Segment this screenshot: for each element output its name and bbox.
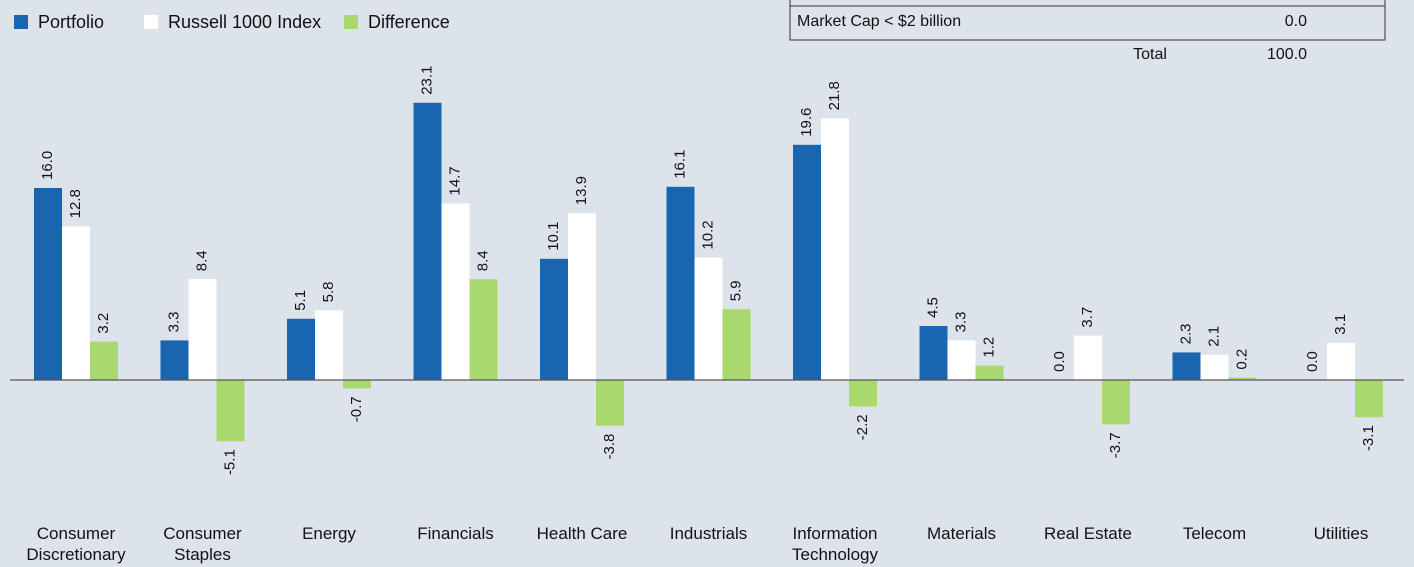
bar xyxy=(793,144,821,380)
value-label: 5.8 xyxy=(320,282,337,303)
value-label: 4.5 xyxy=(924,297,941,318)
value-label: 16.0 xyxy=(39,151,56,180)
bar xyxy=(62,226,90,380)
x-tick-label: Consumer Staples xyxy=(163,524,242,564)
value-label: 3.2 xyxy=(95,313,112,334)
bar xyxy=(216,380,245,442)
bar xyxy=(413,102,442,381)
x-tick-label: Telecom xyxy=(1182,524,1247,543)
bar xyxy=(287,318,315,380)
bar xyxy=(160,340,189,380)
value-label: 8.4 xyxy=(474,250,491,271)
value-label: 0.0 xyxy=(1304,351,1321,372)
bar xyxy=(540,258,568,380)
bar xyxy=(919,326,948,380)
value-label: 3.1 xyxy=(1332,314,1349,335)
value-label: 1.2 xyxy=(980,337,997,358)
bar xyxy=(596,380,624,426)
bar xyxy=(694,257,723,380)
bar xyxy=(1074,335,1102,380)
value-label: 13.9 xyxy=(573,176,590,205)
x-tick-label: Materials xyxy=(927,524,996,543)
table-total-label: Total xyxy=(1133,46,1167,63)
bar xyxy=(821,118,849,381)
x-tick-label: Utilities xyxy=(1313,524,1369,543)
bar xyxy=(975,365,1004,380)
value-label: 0.2 xyxy=(1233,349,1250,370)
bar xyxy=(90,341,118,380)
bar xyxy=(469,279,498,380)
value-label: 8.4 xyxy=(193,250,210,271)
legend-swatch xyxy=(14,15,28,29)
x-tick-label: Health Care xyxy=(536,524,628,543)
legend-swatch xyxy=(144,15,158,29)
bar xyxy=(343,380,371,389)
bar xyxy=(315,310,343,380)
value-label: -5.1 xyxy=(221,449,238,475)
value-label: 2.3 xyxy=(1177,324,1194,345)
x-tick-label: Industrials xyxy=(669,524,748,543)
bar xyxy=(722,309,751,380)
bar xyxy=(1172,352,1201,380)
value-label: 19.6 xyxy=(798,108,815,137)
value-label: -3.1 xyxy=(1360,425,1377,451)
value-label: 14.7 xyxy=(446,166,463,195)
legend-label: Difference xyxy=(368,12,450,32)
value-label: -0.7 xyxy=(348,396,365,422)
value-label: 5.9 xyxy=(727,280,744,301)
value-label: 5.1 xyxy=(292,290,309,311)
value-label: -3.7 xyxy=(1107,432,1124,458)
bar xyxy=(666,186,695,380)
x-tick-label: Information Technology xyxy=(791,524,878,564)
value-label: 16.1 xyxy=(671,150,688,179)
bar xyxy=(568,213,596,380)
value-label: 3.7 xyxy=(1079,307,1096,328)
bar xyxy=(1327,342,1355,380)
bar xyxy=(947,340,976,380)
bar xyxy=(34,188,62,380)
value-label: 12.8 xyxy=(67,189,84,218)
value-label: 0.0 xyxy=(1051,351,1068,372)
value-label: 2.1 xyxy=(1205,326,1222,347)
value-label: 3.3 xyxy=(952,312,969,333)
value-label: 10.1 xyxy=(545,222,562,251)
legend-label: Portfolio xyxy=(38,12,104,32)
x-tick-label: Real Estate xyxy=(1044,524,1132,543)
value-label: 10.2 xyxy=(699,220,716,249)
bar xyxy=(1200,354,1229,380)
bar xyxy=(188,279,217,380)
x-tick-label: Consumer Discretionary xyxy=(26,524,126,564)
bar xyxy=(1355,380,1383,418)
value-label: 23.1 xyxy=(418,66,435,95)
table-box xyxy=(789,0,1386,41)
bar xyxy=(849,380,877,407)
table-total-value: 100.0 xyxy=(1267,46,1307,63)
x-tick-label: Energy xyxy=(302,524,356,543)
value-label: 3.3 xyxy=(165,312,182,333)
legend-swatch xyxy=(344,15,358,29)
value-label: -3.8 xyxy=(601,434,618,460)
bar xyxy=(1102,380,1130,425)
value-label: -2.2 xyxy=(854,414,871,440)
x-tick-label: Financials xyxy=(417,524,494,543)
bar xyxy=(441,203,470,380)
value-label: 21.8 xyxy=(826,81,843,110)
table-row-label: Market Cap < $2 billion xyxy=(797,13,961,30)
bar xyxy=(1228,377,1257,380)
table-row-value: 0.0 xyxy=(1285,13,1307,30)
legend-label: Russell 1000 Index xyxy=(168,12,321,32)
